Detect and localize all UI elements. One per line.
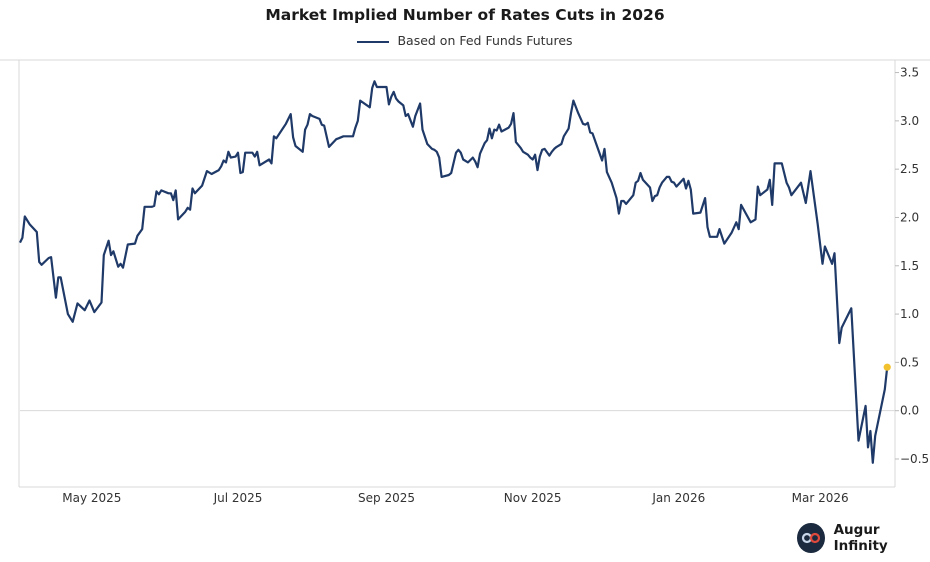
x-tick-label: Nov 2025 xyxy=(504,491,562,505)
y-tick-label: 1.5 xyxy=(900,259,919,273)
y-tick-label: 3.5 xyxy=(900,66,919,80)
x-tick-label: Jul 2025 xyxy=(213,491,263,505)
y-tick-label: 3.0 xyxy=(900,114,919,128)
y-tick-label: 2.0 xyxy=(900,210,919,224)
y-tick-label: 1.0 xyxy=(900,307,919,321)
plot-frame xyxy=(0,59,930,488)
x-tick-label: Mar 2026 xyxy=(792,491,849,505)
x-tick-label: Jan 2026 xyxy=(651,491,705,505)
legend-label: Based on Fed Funds Futures xyxy=(397,33,573,48)
y-tick-label: −0.5 xyxy=(900,452,929,466)
augur-infinity-logo-icon xyxy=(797,523,825,553)
x-axis: May 2025 Jul 2025 Sep 2025 Nov 2025 Jan 2026… xyxy=(62,491,848,505)
chart-title: Market Implied Number of Rates Cuts in 2… xyxy=(265,6,665,24)
series-line xyxy=(19,80,889,464)
brand: Augur Infinity xyxy=(797,522,930,554)
x-tick-label: May 2025 xyxy=(62,491,121,505)
legend: Based on Fed Funds Futures xyxy=(0,33,930,48)
y-tick-label: 0.5 xyxy=(900,355,919,369)
series-lines xyxy=(19,80,891,464)
brand-name: Augur Infinity xyxy=(833,522,888,554)
x-tick-label: Sep 2025 xyxy=(358,491,415,505)
legend-swatch xyxy=(357,40,390,43)
last-value-marker xyxy=(883,363,891,371)
y-tick-label: 2.5 xyxy=(900,162,919,176)
y-tick-label: 0.0 xyxy=(900,404,919,418)
y-axis: 3.5 3.0 2.5 2.0 1.5 1.0 0.5 0.0 −0.5 xyxy=(895,66,929,466)
